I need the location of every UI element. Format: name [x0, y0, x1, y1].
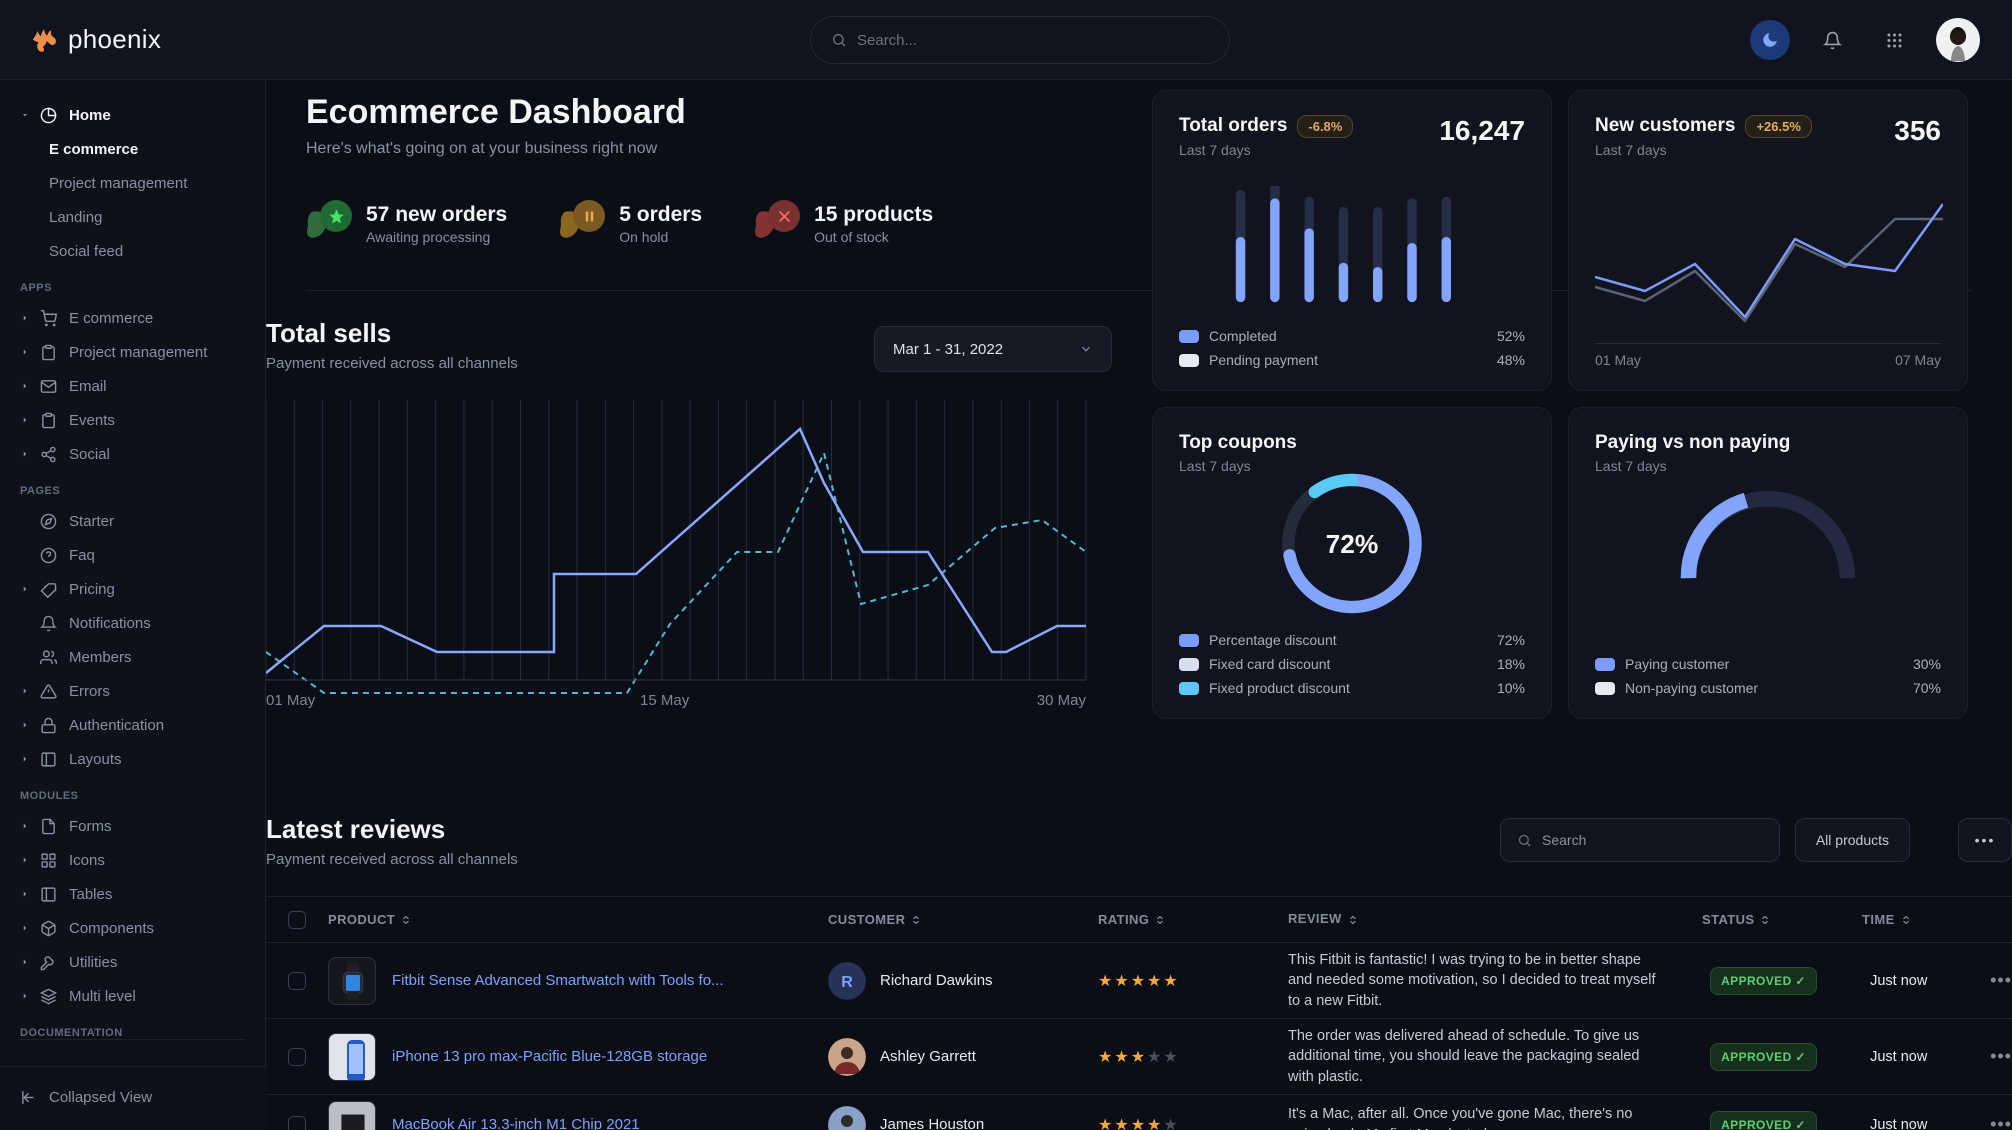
svg-text:R: R — [841, 974, 853, 991]
svg-text:72%: 72% — [1326, 529, 1379, 559]
